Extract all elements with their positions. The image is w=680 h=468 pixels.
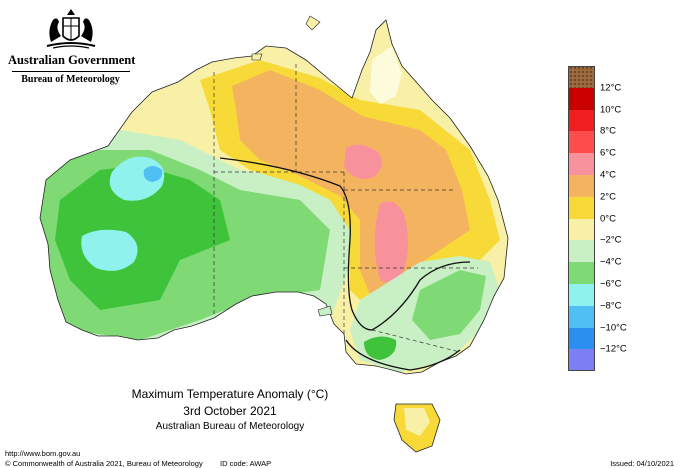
footer-url[interactable]: http://www.bom.gov.au xyxy=(5,449,81,458)
legend-label: −8°C xyxy=(600,300,622,312)
legend-swatch xyxy=(568,262,595,284)
legend-label: −12°C xyxy=(600,343,627,355)
color-legend: 12°C 10°C 8°C 6°C 4°C 2°C 0°C −2°C −4°C −6°C −8°C −… xyxy=(568,66,638,381)
tasmania-inner xyxy=(404,408,430,436)
map-org: Australian Bureau of Meteorology xyxy=(155,421,305,432)
island-tiwi xyxy=(251,53,263,61)
bureau-name: Bureau of Meteorology xyxy=(21,74,120,85)
mainland-anomaly-fill xyxy=(40,20,508,374)
legend-swatch xyxy=(568,305,595,328)
legend-label: 2°C xyxy=(600,191,616,203)
legend-label: −4°C xyxy=(600,256,622,268)
island-north xyxy=(305,15,321,31)
legend-label: 10°C xyxy=(600,104,622,116)
legend-swatch xyxy=(568,218,595,241)
legend-swatch xyxy=(568,131,595,154)
island-kangaroo xyxy=(317,305,333,317)
legend-label: 4°C xyxy=(600,169,616,181)
legend-label: −10°C xyxy=(600,322,627,334)
legend-label: −2°C xyxy=(600,234,622,246)
legend-swatch xyxy=(568,349,595,372)
legend-label: 8°C xyxy=(600,125,616,137)
coat-of-arms-icon xyxy=(46,9,95,49)
map-title: Maximum Temperature Anomaly (°C) xyxy=(131,387,329,401)
legend-label: −6°C xyxy=(600,278,622,290)
legend-swatch xyxy=(568,87,595,110)
legend-swatch xyxy=(568,196,595,219)
map-date: 3rd October 2021 xyxy=(183,404,277,418)
footer-issued: Issued: 04/10/2021 xyxy=(610,459,674,468)
legend-swatch xyxy=(568,175,595,197)
legend-swatch xyxy=(568,153,595,175)
state-borders xyxy=(213,64,478,353)
anomaly-contours xyxy=(219,157,471,371)
legend-swatch xyxy=(568,66,595,88)
legend-label: 0°C xyxy=(600,213,616,225)
legend-label: 6°C xyxy=(600,147,616,159)
footer-id-code: ID code: AWAP xyxy=(220,459,272,468)
bom-logo: Australian Government Bureau of Meteorol… xyxy=(8,6,136,96)
logo-divider xyxy=(11,71,130,72)
legend-label: 12°C xyxy=(600,82,622,94)
footer-copyright: © Commonwealth of Australia 2021, Bureau… xyxy=(5,459,203,468)
government-name: Australian Government xyxy=(8,53,136,67)
legend-swatch xyxy=(568,284,595,306)
legend-swatch xyxy=(568,240,595,263)
legend-swatch xyxy=(568,327,595,350)
legend-swatch xyxy=(568,109,595,132)
